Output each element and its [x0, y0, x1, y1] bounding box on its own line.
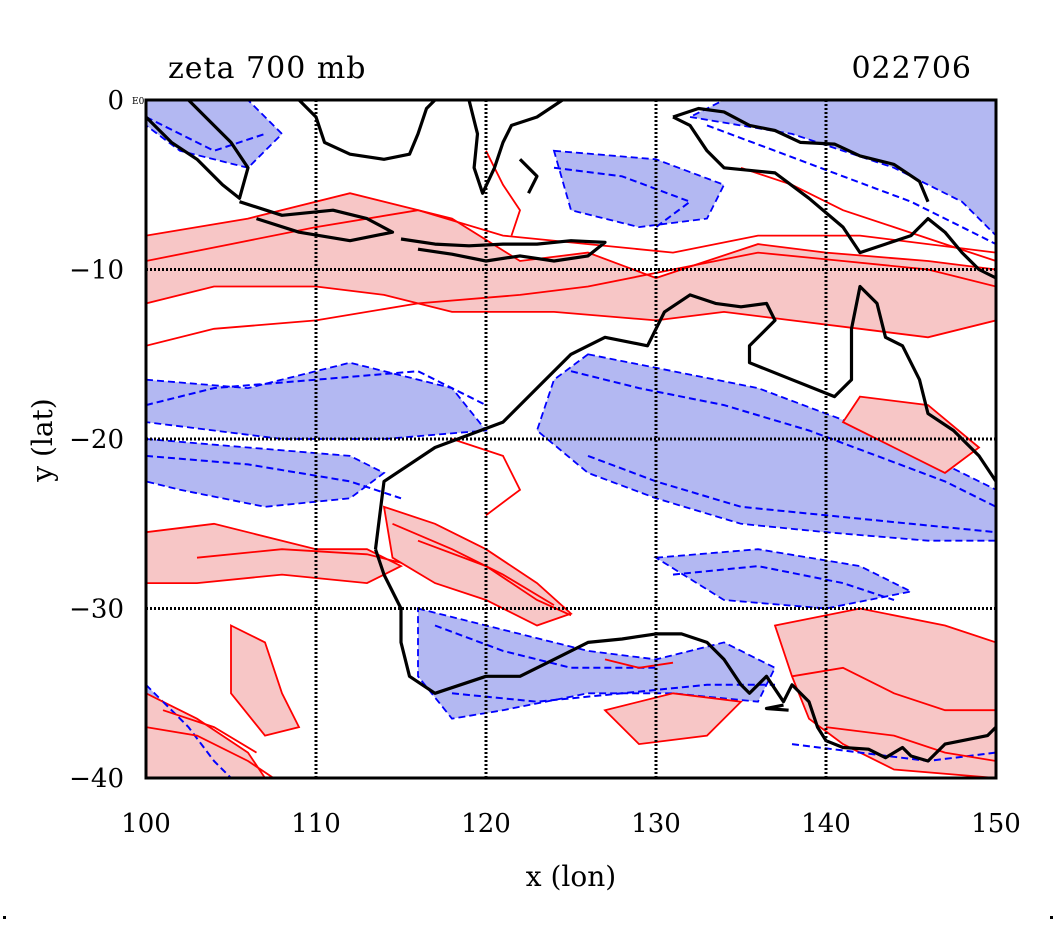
- negative-contour-line: [672, 565, 895, 601]
- positive-vorticity-region: [603, 692, 743, 746]
- coastline: [467, 100, 564, 195]
- coastline: [764, 703, 789, 712]
- positive-contour-line: [740, 166, 996, 262]
- negative-vorticity-region: [653, 548, 914, 610]
- x-tick-label: 100: [121, 809, 171, 839]
- y-tick-label: −10: [69, 256, 124, 286]
- positive-contour-line: [392, 522, 555, 606]
- grid-layer: [146, 100, 996, 778]
- x-tick-label: 150: [971, 809, 1021, 839]
- y-axis-label: y (lat): [26, 398, 59, 482]
- plot-layers: [146, 100, 996, 778]
- positive-contour-line: [791, 666, 996, 712]
- page-corner-marks: [3, 916, 1053, 919]
- x-tick-label: 130: [631, 809, 681, 839]
- negative-contour-line: [146, 116, 266, 152]
- x-tick-labels: 100 110 120 130 140 150: [121, 809, 1021, 839]
- negative-contour-line: [587, 454, 996, 534]
- negative-contour-line: [146, 454, 402, 500]
- y-tick-label: −40: [69, 764, 124, 794]
- x-axis-label: x (lon): [526, 860, 616, 893]
- negative-vorticity-region: [535, 353, 996, 542]
- positive-fill-layer: [146, 192, 996, 778]
- plot-frame: [144, 98, 998, 780]
- positive-contour-line: [146, 251, 996, 347]
- negative-contour-line: [570, 370, 996, 508]
- negative-vorticity-region: [146, 438, 386, 508]
- coastline: [672, 106, 930, 203]
- coastline: [373, 548, 996, 763]
- chart-timestamp: 022706: [851, 51, 972, 86]
- y-tick-label: −30: [69, 595, 124, 625]
- positive-vorticity-region: [773, 607, 996, 778]
- coastline: [297, 100, 437, 161]
- negative-fill-layer: [146, 100, 996, 778]
- negative-contour-line: [706, 124, 996, 245]
- chart-title: zeta 700 mb: [168, 51, 367, 86]
- y-tick-label: 0: [107, 86, 124, 116]
- x-tick-label: 120: [461, 809, 511, 839]
- negative-vorticity-region: [552, 149, 726, 229]
- positive-contour-line: [825, 726, 996, 762]
- positive-contour-line: [196, 548, 402, 564]
- positive-contour-line: [451, 438, 522, 517]
- x-tick-label: 110: [291, 809, 341, 839]
- coastline: [146, 100, 250, 200]
- y-tick-label: −20: [69, 425, 124, 455]
- positive-contour-line: [146, 209, 996, 262]
- negative-contour-layer: [146, 116, 996, 778]
- positive-vorticity-region: [146, 192, 996, 339]
- positive-contour-line: [604, 658, 674, 669]
- negative-contour-line: [146, 370, 487, 407]
- positive-vorticity-region: [382, 505, 573, 627]
- y-tick-labels: 0 −10 −20 −30 −40: [69, 86, 124, 794]
- coastline: [239, 200, 395, 243]
- corner-label: E0: [132, 97, 145, 107]
- coastline: [672, 115, 996, 280]
- coastline-layer: [146, 100, 996, 778]
- x-tick-label: 140: [801, 809, 851, 839]
- negative-contour-line: [451, 683, 775, 703]
- positive-contour-line: [146, 726, 274, 778]
- coastline: [373, 284, 996, 550]
- positive-vorticity-region: [841, 395, 981, 474]
- positive-vorticity-region: [230, 624, 301, 737]
- coastline: [518, 158, 539, 194]
- coastline: [894, 776, 898, 778]
- coastline: [400, 237, 607, 263]
- negative-contour-line: [434, 624, 656, 669]
- positive-contour-line: [162, 709, 257, 754]
- negative-vorticity-region: [417, 607, 777, 720]
- negative-vorticity-region: [687, 100, 996, 237]
